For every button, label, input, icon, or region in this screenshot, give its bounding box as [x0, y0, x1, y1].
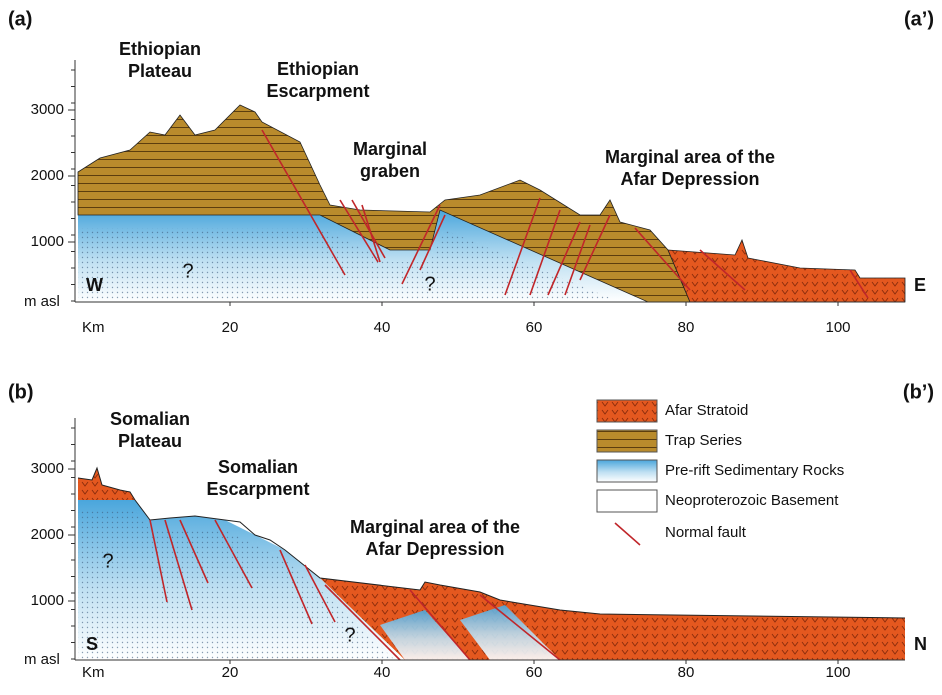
x-tick-label: 40: [374, 319, 391, 336]
legend-label: Afar Stratoid: [665, 402, 748, 419]
x-tick-label: 100: [825, 319, 850, 336]
y-tick-label: 3000: [31, 101, 64, 118]
annotation: Marginal: [353, 139, 427, 159]
annotation: Ethiopian: [119, 39, 201, 59]
unknown-mark: ?: [424, 273, 435, 295]
legend-label: Trap Series: [665, 432, 742, 449]
unknown-mark: ?: [182, 260, 193, 282]
end-label: W: [86, 275, 103, 295]
x-axis-label: Km: [82, 319, 105, 336]
y-axis-label: m asl: [24, 293, 60, 310]
legend-label: Pre-rift Sedimentary Rocks: [665, 462, 844, 479]
afar-stratoid: [668, 240, 905, 302]
x-tick-label: 40: [374, 664, 391, 681]
x-tick-label: 80: [678, 664, 695, 681]
annotation: Somalian: [110, 409, 190, 429]
x-tick-label: 20: [222, 664, 239, 681]
annotation: Escarpment: [206, 479, 309, 499]
x-tick-label: 60: [526, 319, 543, 336]
end-label: E: [914, 275, 926, 295]
legend-swatch: [597, 400, 657, 422]
afar-stratoid: [78, 468, 135, 500]
y-tick-label: 2000: [31, 526, 64, 543]
annotation: Afar Depression: [365, 539, 504, 559]
legend-label: Neoproterozoic Basement: [665, 492, 839, 509]
section-a: [78, 105, 905, 302]
panel-label: (b): [8, 381, 34, 403]
x-tick-label: 80: [678, 319, 695, 336]
y-tick-label: 1000: [31, 592, 64, 609]
x-axis-label: Km: [82, 664, 105, 681]
unknown-mark: ?: [102, 550, 113, 572]
y-tick-label: 3000: [31, 460, 64, 477]
annotation: Escarpment: [266, 81, 369, 101]
end-label: S: [86, 634, 98, 654]
annotation: Plateau: [128, 61, 192, 81]
x-tick-label: 60: [526, 664, 543, 681]
annotation: graben: [360, 161, 420, 181]
page: (a) (a’) 1000 2000 3000 20 40 60 80 100 m asl Km W E E…: [0, 0, 942, 695]
annotation: Marginal area of the: [605, 147, 775, 167]
panel-label: (b’): [903, 381, 934, 403]
panel-label: (a): [8, 8, 32, 30]
legend-label: Normal fault: [665, 524, 747, 541]
annotation: Marginal area of the: [350, 517, 520, 537]
unknown-mark: ?: [344, 624, 355, 646]
y-tick-label: 2000: [31, 167, 64, 184]
legend-swatch: [615, 523, 640, 545]
annotation: Ethiopian: [277, 59, 359, 79]
x-tick-label: 20: [222, 319, 239, 336]
legend-swatch: [597, 430, 657, 452]
annotation: Afar Depression: [620, 169, 759, 189]
legend-swatch: [597, 460, 657, 482]
annotation: Plateau: [118, 431, 182, 451]
legend-swatch: [597, 490, 657, 512]
panel-label: (a’): [904, 8, 934, 30]
legend-swatches: [597, 400, 657, 545]
y-tick-label: 1000: [31, 233, 64, 250]
end-label: N: [914, 634, 927, 654]
y-axis-label: m asl: [24, 651, 60, 668]
annotation: Somalian: [218, 457, 298, 477]
x-tick-label: 100: [825, 664, 850, 681]
figure: (a) (a’) 1000 2000 3000 20 40 60 80 100 m asl Km W E E…: [0, 0, 942, 695]
